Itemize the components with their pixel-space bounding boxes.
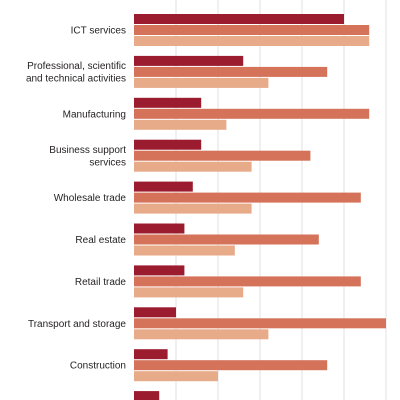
bar-3 [134,245,235,256]
bar-3 [134,119,227,130]
bar-1 [134,349,168,360]
bar-3 [134,329,269,340]
category-label: Construction [70,361,126,372]
bar-3 [134,161,252,172]
bar-2 [134,234,319,245]
bar-1 [134,265,185,276]
bar-1 [134,139,202,150]
category-label: Real estate [75,235,126,246]
bar-2 [134,276,361,287]
bar-3 [134,203,252,214]
bar-2 [134,66,328,77]
bar-1 [134,97,202,108]
category-label: Professional, scientific and technical ac… [26,61,126,85]
category-label: Transport and storage [28,319,126,330]
category-label: Business support services [49,145,126,169]
bar-series [134,14,386,400]
bar-1 [134,14,344,24]
bar-2 [134,150,311,161]
category-labels: ICT services Professional, scientific and … [26,26,127,372]
category-label: Retail trade [75,277,127,288]
bar-1 [134,307,176,318]
bar-2 [134,25,370,35]
bar-3 [134,36,370,46]
bar-3 [134,287,244,298]
category-label: Manufacturing [63,109,126,120]
bar-2 [134,318,386,329]
bar-1 [134,391,160,400]
bar-2 [134,192,361,203]
bar-1 [134,223,185,234]
bar-1 [134,181,193,192]
category-label: Wholesale trade [54,193,127,204]
bar-2 [134,360,328,371]
bar-1 [134,55,244,66]
category-label: ICT services [71,26,126,37]
bar-3 [134,77,269,88]
bar-2 [134,108,370,119]
bar-3 [134,371,218,382]
